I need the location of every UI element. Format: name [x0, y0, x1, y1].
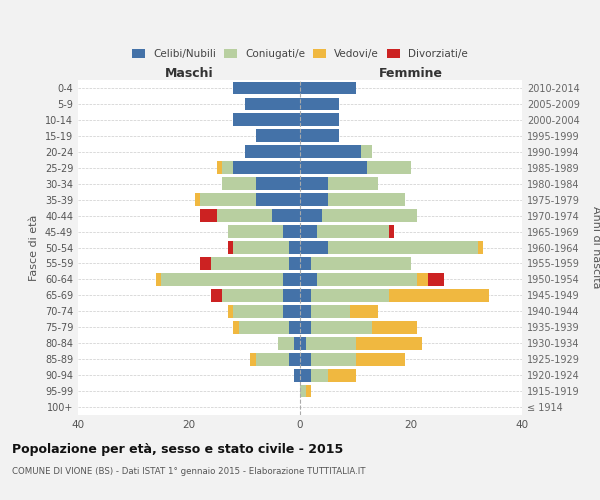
- Bar: [211, 289, 222, 302]
- Bar: [289, 241, 300, 254]
- Bar: [311, 257, 411, 270]
- Bar: [278, 337, 295, 349]
- Bar: [355, 353, 406, 366]
- Text: COMUNE DI VIONE (BS) - Dati ISTAT 1° gennaio 2015 - Elaborazione TUTTITALIA.IT: COMUNE DI VIONE (BS) - Dati ISTAT 1° gen…: [12, 468, 365, 476]
- Bar: [317, 225, 389, 238]
- Bar: [222, 178, 256, 190]
- Bar: [155, 273, 161, 286]
- Bar: [311, 321, 372, 334]
- Bar: [328, 194, 406, 206]
- Bar: [389, 289, 489, 302]
- Bar: [245, 146, 300, 158]
- Bar: [311, 368, 328, 382]
- Bar: [194, 194, 200, 206]
- Bar: [239, 321, 289, 334]
- Bar: [200, 209, 217, 222]
- Bar: [328, 178, 378, 190]
- Bar: [300, 178, 328, 190]
- Bar: [283, 225, 300, 238]
- Bar: [350, 305, 378, 318]
- Bar: [300, 209, 322, 222]
- Bar: [300, 114, 339, 126]
- Bar: [300, 368, 311, 382]
- Bar: [389, 225, 394, 238]
- Bar: [300, 337, 305, 349]
- Bar: [478, 241, 483, 254]
- Bar: [300, 321, 311, 334]
- Legend: Celibi/Nubili, Coniugati/e, Vedovi/e, Divorziati/e: Celibi/Nubili, Coniugati/e, Vedovi/e, Di…: [128, 45, 472, 64]
- Bar: [256, 178, 300, 190]
- Bar: [161, 273, 283, 286]
- Bar: [233, 114, 300, 126]
- Bar: [361, 146, 372, 158]
- Bar: [283, 305, 300, 318]
- Bar: [416, 273, 428, 286]
- Bar: [233, 321, 239, 334]
- Bar: [228, 241, 233, 254]
- Bar: [217, 209, 272, 222]
- Bar: [228, 305, 233, 318]
- Bar: [223, 289, 283, 302]
- Bar: [305, 337, 355, 349]
- Bar: [300, 353, 311, 366]
- Bar: [300, 289, 311, 302]
- Bar: [289, 257, 300, 270]
- Bar: [200, 257, 211, 270]
- Bar: [300, 241, 328, 254]
- Bar: [256, 130, 300, 142]
- Bar: [322, 209, 416, 222]
- Bar: [250, 353, 256, 366]
- Bar: [228, 225, 283, 238]
- Bar: [289, 321, 300, 334]
- Bar: [283, 289, 300, 302]
- Bar: [289, 353, 300, 366]
- Bar: [311, 353, 355, 366]
- Bar: [245, 98, 300, 110]
- Bar: [300, 384, 305, 398]
- Y-axis label: Anni di nascita: Anni di nascita: [590, 206, 600, 289]
- Bar: [300, 98, 339, 110]
- Bar: [272, 209, 300, 222]
- Bar: [311, 289, 389, 302]
- Bar: [233, 82, 300, 94]
- Bar: [428, 273, 444, 286]
- Bar: [300, 162, 367, 174]
- Bar: [317, 273, 416, 286]
- Bar: [233, 162, 300, 174]
- Bar: [200, 194, 256, 206]
- Bar: [256, 194, 300, 206]
- Bar: [256, 353, 289, 366]
- Bar: [300, 273, 317, 286]
- Bar: [300, 130, 339, 142]
- Y-axis label: Fasce di età: Fasce di età: [29, 214, 39, 280]
- Bar: [355, 337, 422, 349]
- Bar: [300, 82, 355, 94]
- Bar: [300, 146, 361, 158]
- Bar: [305, 384, 311, 398]
- Bar: [222, 162, 233, 174]
- Bar: [295, 368, 300, 382]
- Bar: [233, 305, 283, 318]
- Bar: [367, 162, 411, 174]
- Text: Femmine: Femmine: [379, 67, 443, 80]
- Bar: [233, 241, 289, 254]
- Text: Popolazione per età, sesso e stato civile - 2015: Popolazione per età, sesso e stato civil…: [12, 442, 343, 456]
- Bar: [328, 368, 355, 382]
- Text: Maschi: Maschi: [164, 67, 214, 80]
- Bar: [300, 257, 311, 270]
- Bar: [300, 225, 317, 238]
- Bar: [217, 162, 222, 174]
- Bar: [311, 305, 350, 318]
- Bar: [328, 241, 478, 254]
- Bar: [300, 194, 328, 206]
- Bar: [283, 273, 300, 286]
- Bar: [211, 257, 289, 270]
- Bar: [300, 305, 311, 318]
- Bar: [295, 337, 300, 349]
- Bar: [372, 321, 416, 334]
